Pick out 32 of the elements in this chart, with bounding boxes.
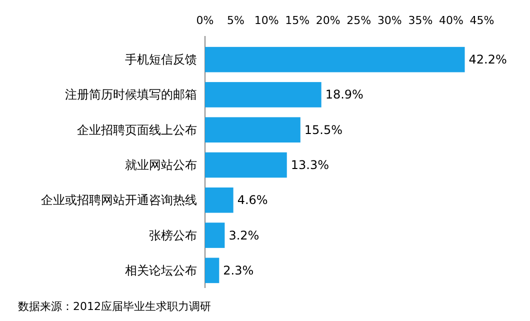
x-tick-label: 45% xyxy=(470,14,494,27)
data-label: 13.3% xyxy=(290,158,329,172)
x-tick-label: 0% xyxy=(196,14,214,27)
source-note: 数据来源：2012应届毕业生求职力调研 xyxy=(18,300,211,313)
data-label: 2.3% xyxy=(223,263,254,278)
bar xyxy=(205,152,287,178)
data-label: 18.9% xyxy=(325,88,364,102)
y-tick-label: 注册简历时候填写的邮箱 xyxy=(65,88,197,102)
bar xyxy=(205,117,300,143)
x-tick-label: 40% xyxy=(438,14,464,27)
bar xyxy=(205,222,225,248)
y-tick-label: 企业或招聘网站开通咨询热线 xyxy=(41,193,197,208)
data-label: 4.6% xyxy=(237,193,268,208)
bar xyxy=(205,82,322,108)
bar xyxy=(205,258,220,284)
x-tick-label: 15% xyxy=(285,14,310,27)
y-tick-label: 张榜公布 xyxy=(149,228,197,242)
bar xyxy=(205,46,465,72)
y-tick-label: 手机短信反馈 xyxy=(125,52,197,67)
data-label: 3.2% xyxy=(228,228,260,242)
data-label: 15.5% xyxy=(304,122,343,137)
x-tick-label: 10% xyxy=(254,14,279,27)
y-tick-label: 企业招聘页面线上公布 xyxy=(77,122,197,137)
x-tick-label: 20% xyxy=(316,14,340,27)
data-label: 42.2% xyxy=(468,52,507,67)
y-tick-label: 就业网站公布 xyxy=(125,158,197,172)
x-tick-label: 30% xyxy=(377,14,402,27)
x-tick-label: 5% xyxy=(227,14,245,27)
x-tick-label: 35% xyxy=(408,14,433,27)
bar xyxy=(205,187,234,213)
y-tick-label: 相关论坛公布 xyxy=(125,263,197,278)
x-tick-label: 25% xyxy=(346,14,372,27)
